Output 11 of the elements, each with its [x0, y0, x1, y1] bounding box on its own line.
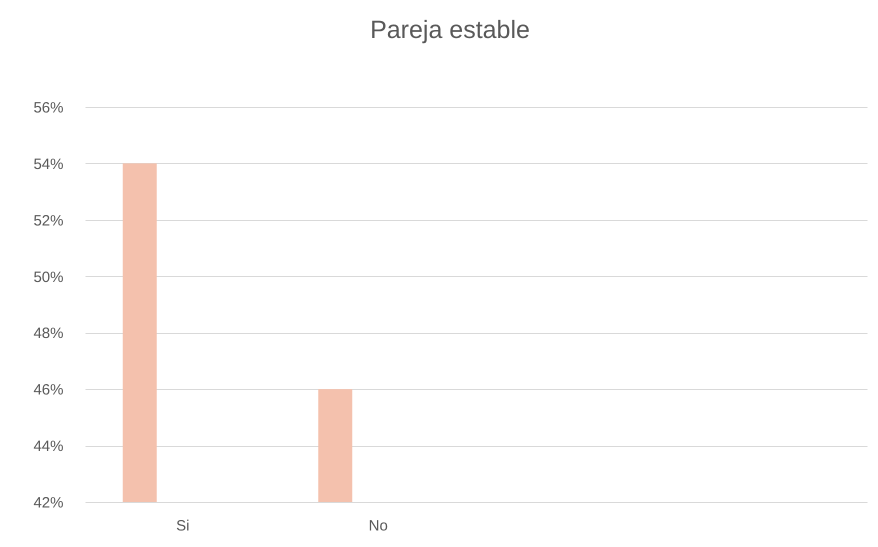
y-tick-label: 44% [33, 438, 64, 456]
y-tick-label: 46% [33, 382, 64, 399]
y-tick-label: 48% [33, 325, 64, 342]
y-tick-label: 52% [33, 212, 64, 230]
y-tick-label: 42% [33, 494, 64, 512]
x-tick-label: No [368, 518, 388, 534]
y-tick-label: 50% [33, 268, 64, 286]
x-tick-label: Si [176, 518, 190, 534]
y-tick-label: 56% [33, 100, 64, 116]
chart-title: Pareja estable [370, 16, 530, 44]
y-tick-label: 54% [33, 156, 64, 173]
